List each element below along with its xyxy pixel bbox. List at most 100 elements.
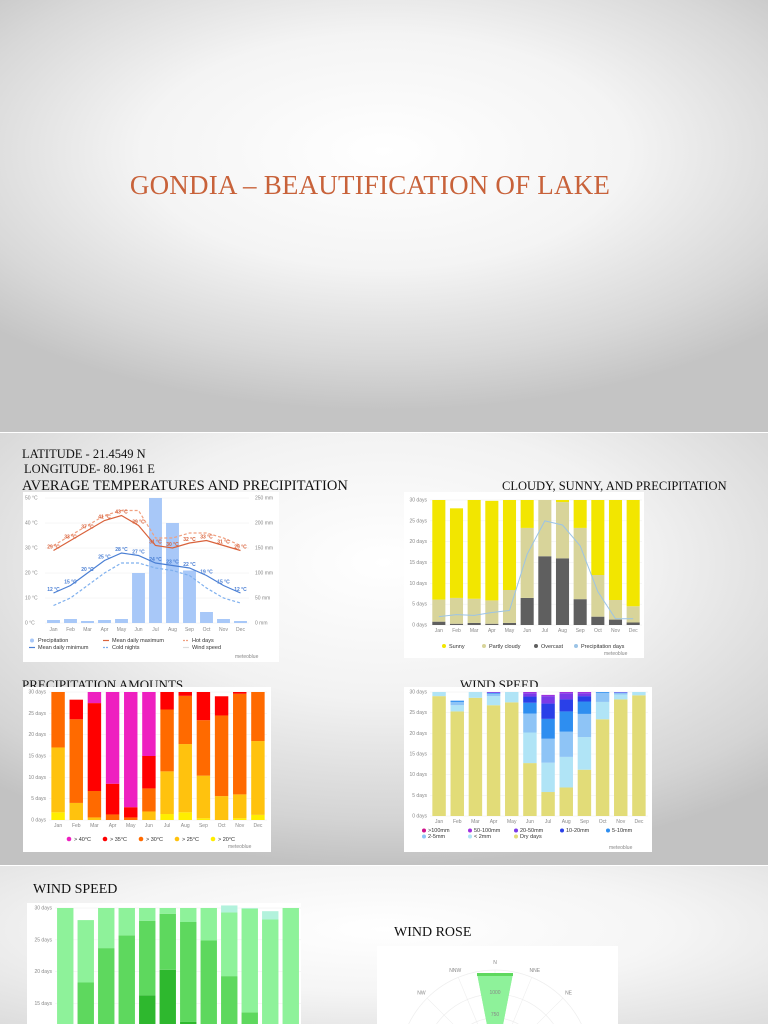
cloudy-sunny-svg: 0 days 5 days 10 days 15 days 20 days 25 days… [409,498,642,657]
bar-segment [87,817,102,820]
bar-segment [541,762,555,793]
svg-text:10 °C: 10 °C [25,596,38,602]
svg-text:meteoblue: meteoblue [228,844,252,850]
svg-text:20 °C: 20 °C [25,571,38,577]
bar-segment [178,744,192,813]
svg-text:meteoblue: meteoblue [235,654,259,660]
svg-text:32 °C: 32 °C [183,537,196,543]
svg-text:19 °C: 19 °C [200,570,213,576]
bar-segment [559,693,573,700]
latitude-label: LATITUDE - 21.4549 N [22,447,146,461]
svg-text:Dec: Dec [634,819,643,825]
bar-segment [486,692,501,693]
svg-text:Apr: Apr [488,628,496,634]
bar-segment [502,622,517,625]
title-slide: GONDIA – BEAUTIFICATION OF LAKE [0,0,768,432]
bar-segment [69,719,83,803]
bar-segment [124,817,138,820]
svg-text:Aug: Aug [558,628,567,634]
precip-amount-svg: 0 days 5 days 10 days 15 days 20 days 25 days… [409,690,648,851]
svg-text:Jul: Jul [164,823,170,829]
precip-amount-chart: 0 days 5 days 10 days 15 days 20 days 25 days… [404,687,652,852]
svg-text:10-20mm: 10-20mm [566,828,590,834]
bar-segment [142,811,156,820]
bar-segment [520,597,534,625]
svg-text:NNW: NNW [449,968,461,974]
bar-segment [486,693,501,697]
bar-segment [449,508,464,598]
longitude-label: LONGITUDE- 80.1961 E [24,462,155,476]
svg-text:30 days: 30 days [28,690,46,696]
svg-text:150 mm: 150 mm [255,546,273,552]
bar-segment [523,693,537,697]
bar-segment [520,500,534,528]
bar-segment [559,711,573,732]
bar-segment [251,741,265,815]
svg-text:Aug: Aug [181,823,190,829]
svg-text:Jan: Jan [49,627,57,633]
bar-segment [559,756,573,788]
bar-segment [538,556,552,625]
svg-text:2-5mm: 2-5mm [428,834,446,840]
svg-text:> 25°C: > 25°C [182,837,199,843]
bar-segment [523,692,537,694]
svg-text:Oct: Oct [218,823,226,829]
bar-segment [450,705,464,712]
bar-segment [595,692,610,693]
climate-slide: LATITUDE - 21.4549 N LONGITUDE- 80.1961 … [0,433,768,865]
bar-segment [485,623,499,625]
bar-segment [541,792,555,816]
bar-segment [523,702,537,714]
svg-text:15 °C: 15 °C [64,580,77,586]
wind-speed-heading: WIND SPEED [33,882,118,897]
bar-segment [142,756,156,789]
bar-segment [432,621,446,625]
svg-text:NW: NW [417,990,426,996]
svg-text:Jun: Jun [134,627,142,633]
svg-text:> 30°C: > 30°C [146,837,163,843]
precip-chart-heading: PRECIPITATION AMOUNTS [22,677,184,687]
bar-segment [51,812,65,820]
svg-text:Oct: Oct [203,627,211,633]
bar-segment [595,719,610,816]
svg-text:meteoblue: meteoblue [609,845,633,851]
svg-text:Precipitation: Precipitation [38,638,68,644]
svg-text:33 °C: 33 °C [200,535,213,541]
svg-text:Aug: Aug [168,627,177,633]
svg-text:Mar: Mar [83,627,92,633]
svg-text:Jun: Jun [523,628,531,634]
svg-text:Dec: Dec [253,823,262,829]
bar-segment [450,711,464,816]
svg-text:Mean daily maximum: Mean daily maximum [112,638,164,644]
svg-text:31 °C: 31 °C [149,540,162,546]
bar-segment [486,692,501,694]
bar-segment [432,692,446,697]
bar-segment [124,692,138,808]
wind-rose-chart: N NNE NE NW NNW 1000 750 [377,946,618,1024]
svg-text:5 days: 5 days [412,602,427,608]
bar-segment [626,606,640,623]
bar-segment [51,692,65,748]
bar-segment [608,600,623,620]
bar-segment [432,500,446,600]
bar-segment [468,697,483,816]
svg-text:Nov: Nov [611,628,620,634]
bar-segment [608,619,623,625]
wind-chart-heading: WIND SPEED [460,677,539,687]
svg-text:30 days: 30 days [409,498,427,504]
bar-segment [160,709,174,772]
bar-segment [559,731,573,757]
bar-segment [160,814,174,820]
svg-text:May: May [505,628,515,634]
bar-segment [595,692,610,702]
svg-text:>100mm: >100mm [428,828,450,834]
wind-rose-svg: N NNE NE NW NNW 1000 750 [408,960,582,1024]
bar-segment [577,769,592,816]
svg-text:20-50mm: 20-50mm [520,828,544,834]
svg-text:Sep: Sep [185,627,194,633]
bar-segment [626,622,640,625]
bar-segment [577,701,592,714]
svg-text:0 °C: 0 °C [25,621,35,627]
